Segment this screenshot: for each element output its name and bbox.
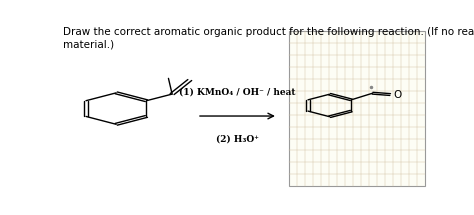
Text: (2) H₃O⁺: (2) H₃O⁺ [216, 134, 259, 143]
Text: O: O [393, 89, 402, 100]
Text: (1) KMnO₄ / OH⁻ / heat: (1) KMnO₄ / OH⁻ / heat [179, 87, 296, 96]
Bar [289, 31, 425, 186]
Text: Draw the correct aromatic organic product for the following reaction. (If no rea: Draw the correct aromatic organic produc… [63, 28, 474, 50]
